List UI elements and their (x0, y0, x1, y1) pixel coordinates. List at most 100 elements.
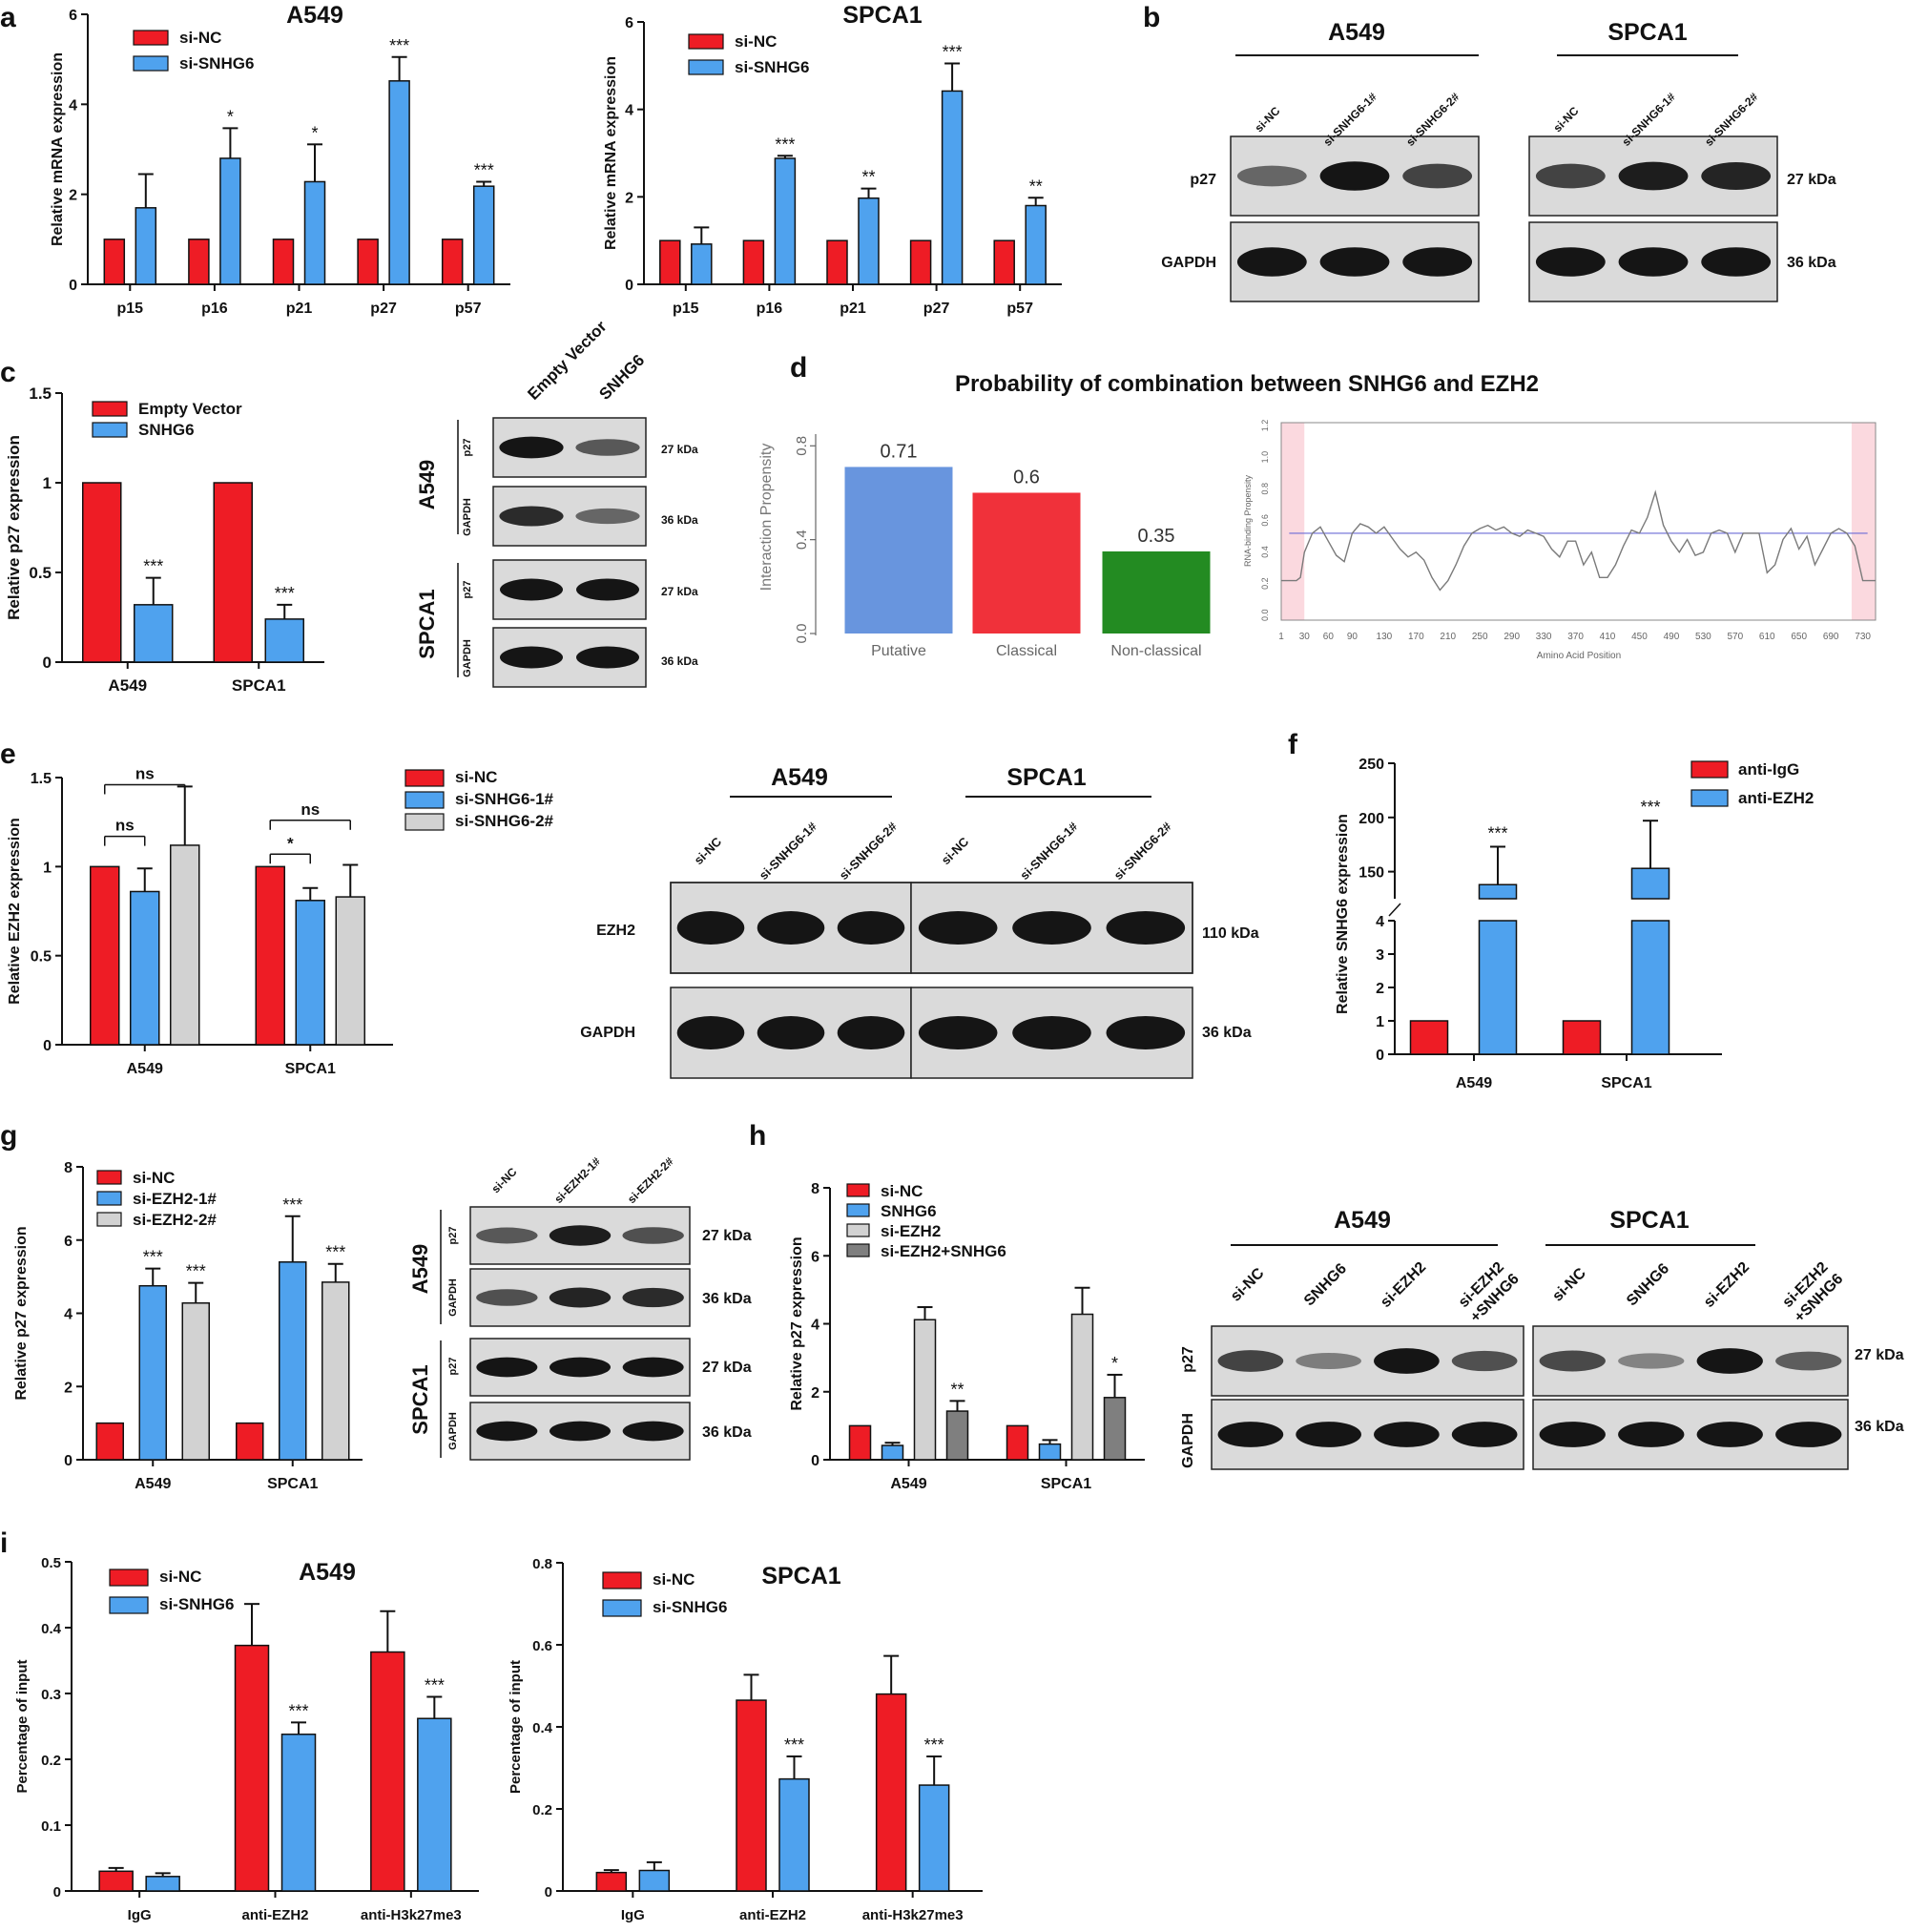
blot-band (1402, 163, 1473, 189)
row-label: EZH2 (596, 923, 635, 939)
significance-mark: *** (474, 160, 494, 179)
blot-band (622, 1287, 684, 1308)
panel-letter-e: e (0, 738, 16, 770)
y-axis-label: Relative p27 expression (13, 1226, 30, 1400)
blot-band (476, 1357, 538, 1378)
x-tick-label: SPCA1 (1601, 1075, 1651, 1091)
blot-band (676, 911, 745, 945)
legend-label: si-NC (735, 32, 777, 51)
y-tick-label: 0 (64, 1453, 73, 1469)
blot-band (1106, 911, 1186, 945)
bar (472, 185, 495, 285)
bar (1102, 551, 1211, 634)
panel-letter-i: i (0, 1527, 8, 1559)
x-tick-label: 450 (1631, 632, 1648, 642)
size-label: 36 kDa (661, 654, 698, 668)
y-tick-label: 0.4 (532, 1720, 553, 1736)
legend-label: si-NC (653, 1570, 695, 1589)
blot-band (576, 578, 639, 601)
blot-band (918, 1016, 998, 1049)
y-tick-label: 1.2 (1260, 420, 1270, 432)
bar (691, 243, 713, 285)
chart-title: Probability of combination between SNHG6… (955, 371, 1539, 397)
size-label: 36 kDa (702, 1424, 752, 1441)
size-label: 27 kDa (702, 1360, 752, 1376)
blot-band (1319, 161, 1390, 191)
x-tick-label: p16 (757, 301, 783, 317)
legend-swatch (846, 1203, 870, 1217)
row-label: GAPDH (1161, 255, 1216, 271)
blot-band (757, 911, 825, 945)
bar (913, 1319, 937, 1461)
y-tick-label: 2 (1376, 981, 1384, 997)
bar (295, 900, 325, 1046)
blot-band (1696, 1422, 1763, 1447)
x-tick-label: IgG (621, 1907, 645, 1923)
data-label: 0.71 (881, 441, 918, 462)
blot-band (499, 436, 564, 459)
legend-label: Empty Vector (138, 400, 242, 418)
legend-label: anti-IgG (1738, 760, 1799, 779)
blot-band (1012, 911, 1091, 945)
y-tick-label: 8 (64, 1160, 73, 1176)
significance-mark: *** (282, 1195, 302, 1215)
row-label: GAPDH (447, 1278, 459, 1317)
bar (170, 844, 200, 1046)
y-axis-label: Interaction Propensity (758, 444, 775, 592)
bar (95, 1422, 124, 1461)
plot-frame (1280, 422, 1877, 621)
legend-label: si-NC (455, 768, 497, 786)
blot-band (476, 1421, 538, 1442)
y-tick-label: 1 (1376, 1014, 1384, 1030)
y-axis-label: Percentage of input (14, 1659, 31, 1793)
lane-label: SNHG6 (1301, 1260, 1350, 1309)
legend-swatch (92, 422, 128, 438)
y-tick-label: 0.2 (41, 1753, 61, 1769)
y-axis-label: Relative EZH2 expression (7, 818, 23, 1005)
y-tick-label: 0.5 (41, 1555, 61, 1571)
significance-mark: *** (275, 584, 295, 603)
y-tick-label: 3 (1376, 947, 1384, 964)
x-tick-label: 290 (1504, 632, 1520, 642)
bar (774, 157, 797, 285)
bar (303, 180, 326, 285)
blot-band (575, 508, 640, 525)
x-tick-label: p27 (923, 301, 950, 317)
group-label: A549 (771, 764, 828, 791)
chart-e: 0 0.5 1 1.5 Relative EZH2 expression A549 SPCA… (7, 764, 554, 1077)
bar (1103, 1397, 1127, 1461)
blot-band (622, 1227, 684, 1244)
blot-band (549, 1287, 612, 1308)
size-label: 27 kDa (1855, 1347, 1904, 1363)
x-tick-label: p21 (840, 301, 866, 317)
lane-label: si-NC (1550, 104, 1581, 135)
y-tick-label: 4 (69, 97, 77, 114)
group-label: SPCA1 (415, 589, 439, 658)
x-tick-label: SPCA1 (232, 676, 286, 695)
chart-title: SPCA1 (761, 1563, 840, 1589)
y-tick-label: 4 (1376, 914, 1384, 930)
bar (103, 239, 126, 285)
data-label: 0.6 (1013, 467, 1040, 488)
significance-mark: * (1111, 1354, 1118, 1373)
bar (1070, 1313, 1094, 1461)
chart-i1: 0 0.1 0.2 0.3 0.4 0.5 Percentage of input IgG an… (14, 1555, 479, 1923)
significance-mark: *** (143, 557, 163, 576)
legend-swatch (602, 1599, 642, 1617)
y-tick-label: 0.1 (41, 1818, 61, 1835)
y-axis-label: Relative mRNA expression (50, 52, 66, 246)
y-tick-label: 2 (69, 188, 77, 204)
blot-band (1618, 247, 1689, 277)
legend-label: si-NC (179, 29, 221, 47)
blot-band (550, 1357, 611, 1378)
bar (918, 1784, 950, 1892)
y-tick-label: 0 (545, 1884, 552, 1901)
size-label: 36 kDa (1202, 1025, 1252, 1041)
y-tick-label: 0 (625, 278, 633, 294)
x-tick-label: 370 (1567, 632, 1584, 642)
bar (219, 157, 241, 285)
row-label: GAPDH (1180, 1413, 1196, 1468)
x-tick-label: 60 (1323, 632, 1335, 642)
bar (858, 197, 880, 285)
